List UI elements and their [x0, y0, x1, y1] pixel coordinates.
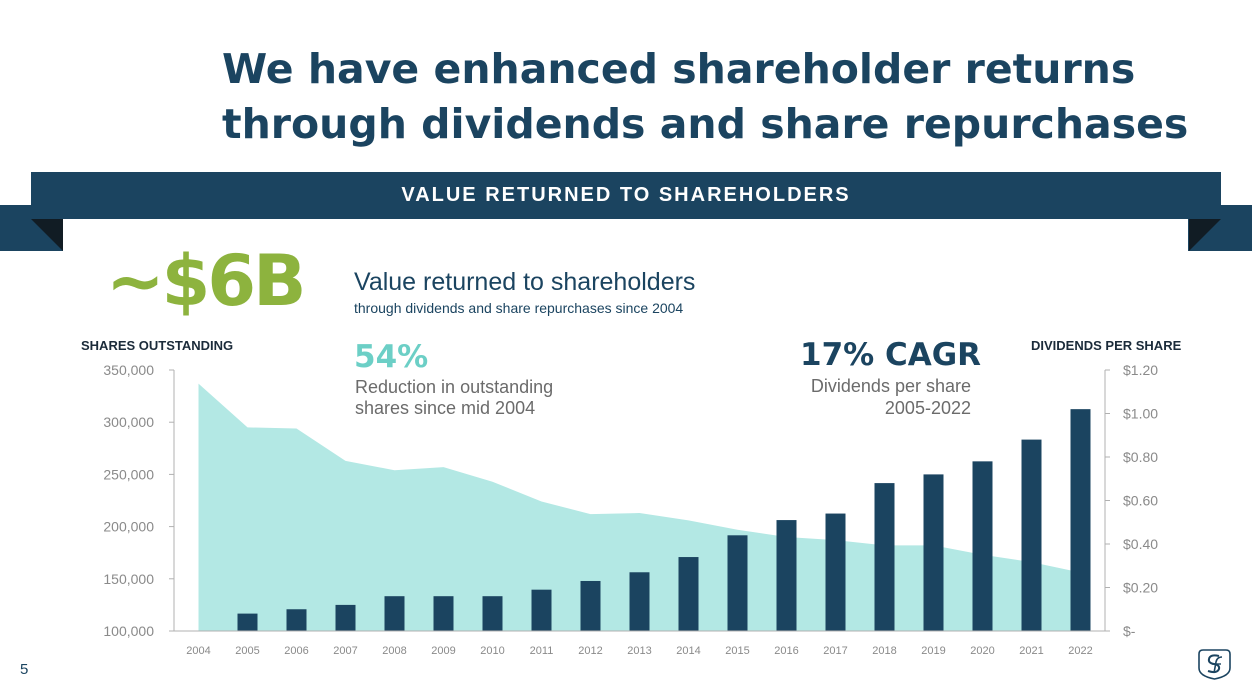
dividend-bar-2013 — [629, 572, 650, 631]
right-axis-tick-label: $1.20 — [1123, 362, 1158, 378]
dividend-bar-2022 — [1070, 409, 1091, 631]
x-axis-label-2005: 2005 — [235, 645, 259, 657]
right-axis-tick-label: $0.60 — [1123, 493, 1158, 509]
dividend-bar-2018 — [874, 483, 895, 631]
share-reduction-line-1: Reduction in outstanding — [355, 377, 554, 397]
right-axis-title: DIVIDENDS PER SHARE — [1031, 338, 1182, 353]
x-axis-label-2019: 2019 — [921, 645, 945, 657]
dividend-bar-2012 — [580, 580, 601, 631]
dividend-bar-2005 — [237, 613, 258, 631]
dividend-bar-2007 — [335, 604, 356, 631]
banner-label: VALUE RETURNED TO SHAREHOLDERS — [401, 184, 851, 206]
value-returned-heading: Value returned to shareholders — [354, 268, 696, 296]
share-reduction-stat: 54% — [354, 339, 429, 375]
dividend-bar-2015 — [727, 535, 748, 631]
shares-outstanding-area — [198, 383, 1081, 631]
value-returned-subheading: through dividends and share repurchases … — [354, 300, 684, 316]
x-axis-label-2016: 2016 — [774, 645, 798, 657]
x-axis-label-2022: 2022 — [1068, 645, 1092, 657]
dividend-bar-2014 — [678, 557, 699, 631]
dividend-bar-2010 — [482, 596, 503, 631]
x-axis-label-2018: 2018 — [872, 645, 896, 657]
dividend-bar-2021 — [1021, 439, 1042, 631]
x-axis-label-2021: 2021 — [1019, 645, 1043, 657]
x-axis-label-2020: 2020 — [970, 645, 994, 657]
right-axis-tick-label: $0.40 — [1123, 536, 1158, 552]
x-axis-label-2012: 2012 — [578, 645, 602, 657]
x-axis-label-2015: 2015 — [725, 645, 749, 657]
x-axis-label-2007: 2007 — [333, 645, 357, 657]
banner-fold-shadow-left — [31, 219, 63, 251]
title-line-2: through dividends and share repurchases — [222, 100, 1189, 148]
dividend-bar-2017 — [825, 513, 846, 631]
left-axis-tick-label: 200,000 — [103, 519, 154, 535]
dividend-cagr-line-1: Dividends per share — [810, 376, 971, 396]
dividend-bar-2009 — [433, 596, 454, 631]
left-axis-tick-label: 100,000 — [103, 623, 154, 639]
total-value-returned: ~$6B — [106, 240, 306, 322]
right-axis-tick-label: $0.80 — [1123, 449, 1158, 465]
dividend-bar-2016 — [776, 520, 797, 631]
dividend-bar-2011 — [531, 589, 552, 631]
section-banner: VALUE RETURNED TO SHAREHOLDERS — [31, 172, 1221, 219]
left-axis-tick-label: 300,000 — [103, 414, 154, 430]
dividend-cagr-line-2: 2005-2022 — [884, 398, 971, 418]
page-title: We have enhanced shareholder returns thr… — [222, 42, 1189, 152]
left-axis-tick-label: 250,000 — [103, 466, 154, 482]
title-line-1: We have enhanced shareholder returns — [222, 45, 1136, 93]
dividend-bar-2020 — [972, 461, 993, 631]
dividend-bar-2008 — [384, 596, 405, 631]
share-reduction-line-2: shares since mid 2004 — [355, 398, 536, 418]
x-axis-label-2008: 2008 — [382, 645, 406, 657]
x-axis-label-2004: 2004 — [186, 645, 210, 657]
x-axis-label-2017: 2017 — [823, 645, 847, 657]
dividend-cagr-stat: 17% CAGR — [800, 337, 982, 373]
sf-monogram-icon — [1197, 648, 1232, 681]
x-axis-label-2006: 2006 — [284, 645, 308, 657]
dividend-bar-2019 — [923, 474, 944, 631]
left-axis-title: SHARES OUTSTANDING — [81, 338, 234, 353]
x-axis-label-2010: 2010 — [480, 645, 504, 657]
right-axis-tick-label: $- — [1123, 623, 1136, 639]
right-axis-tick-label: $0.20 — [1123, 580, 1158, 596]
banner-fold-shadow-right — [1189, 219, 1221, 251]
x-axis-label-2011: 2011 — [530, 645, 554, 657]
x-axis-label-2013: 2013 — [627, 645, 651, 657]
x-axis-label-2009: 2009 — [431, 645, 455, 657]
page-number: 5 — [20, 661, 29, 678]
dividend-bar-2006 — [286, 609, 307, 631]
right-axis-tick-label: $1.00 — [1123, 406, 1158, 422]
left-axis-tick-label: 350,000 — [103, 362, 154, 378]
x-axis-label-2014: 2014 — [676, 645, 700, 657]
left-axis-tick-label: 150,000 — [103, 571, 154, 587]
